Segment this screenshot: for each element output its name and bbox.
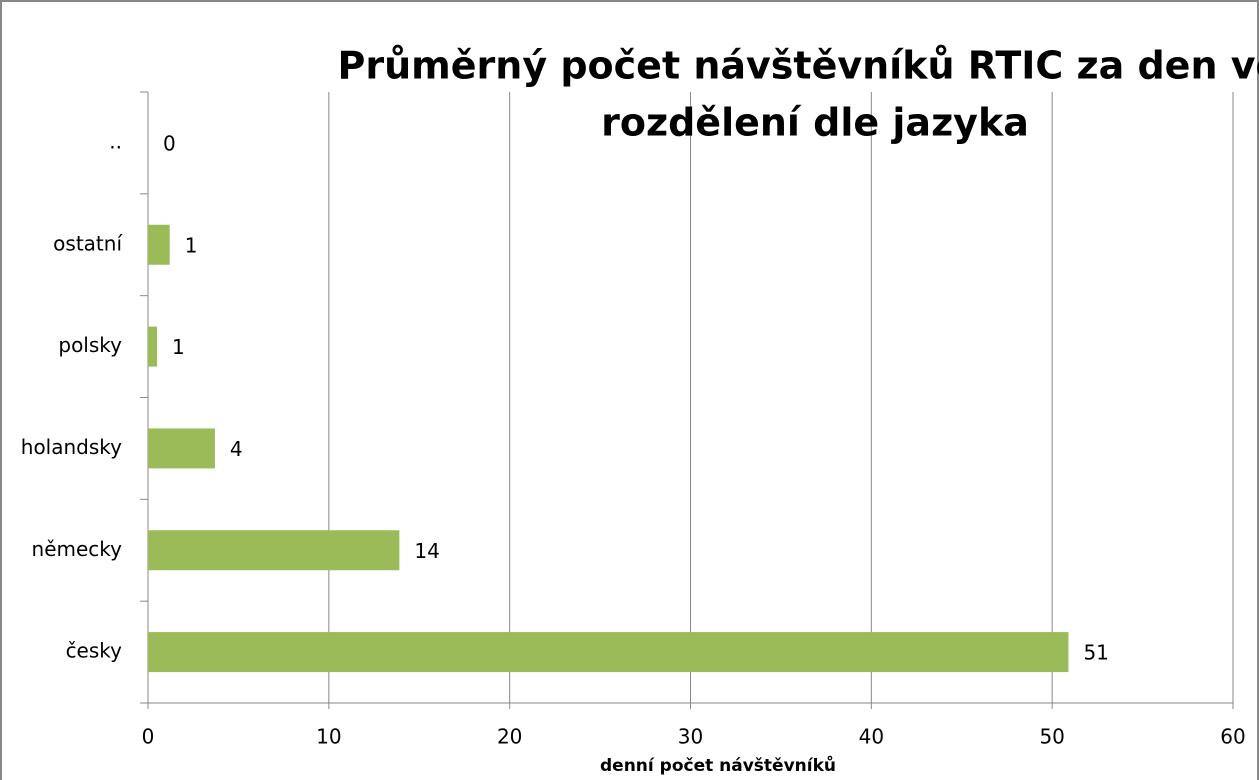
data-label: 51 <box>1083 641 1108 665</box>
chart-title: rozdělení dle jazyka <box>601 101 1029 145</box>
y-tick-label: polsky <box>58 333 122 357</box>
x-axis-label: denní počet návštěvníků <box>600 754 836 776</box>
x-tick-label: 10 <box>316 725 341 749</box>
x-tick-label: 40 <box>859 725 884 749</box>
y-tick-label: německy <box>32 537 123 561</box>
bar <box>148 530 400 571</box>
y-tick-label: holandsky <box>21 435 122 459</box>
x-tick-label: 50 <box>1039 725 1064 749</box>
data-label: 14 <box>414 539 439 563</box>
y-tick-label: ostatní <box>53 231 123 255</box>
x-tick-label: 60 <box>1220 725 1245 749</box>
data-label: 0 <box>163 131 176 155</box>
y-tick-label: .. <box>109 129 122 153</box>
data-label: 4 <box>230 437 243 461</box>
bar <box>148 428 215 469</box>
y-tick-label: česky <box>66 639 123 663</box>
x-tick-label: 30 <box>678 725 703 749</box>
x-tick-label: 20 <box>497 725 522 749</box>
bar <box>148 632 1069 673</box>
data-label: 1 <box>185 233 198 257</box>
bar <box>148 224 170 265</box>
bar <box>148 326 158 367</box>
chart-title: Průměrný počet návštěvníků RTIC za den v… <box>338 44 1259 88</box>
x-tick-label: 0 <box>142 725 155 749</box>
data-label: 1 <box>172 335 185 359</box>
